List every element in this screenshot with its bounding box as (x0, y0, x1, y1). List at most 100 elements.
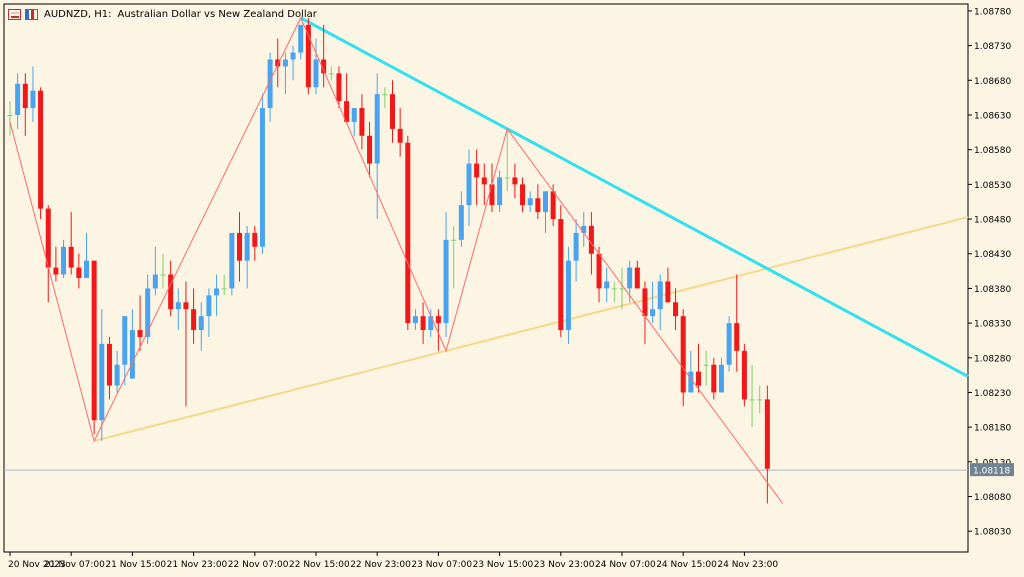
chart-settings-icon[interactable] (8, 8, 21, 20)
candle-body (703, 364, 709, 366)
candle (412, 309, 418, 331)
candle-body (520, 184, 526, 206)
candle (267, 52, 273, 122)
y-tick-label: 1.08630 (974, 111, 1011, 121)
zigzag-line (9, 16, 784, 504)
x-tick-label: 23 Nov 15:00 (473, 560, 534, 570)
candle (657, 274, 663, 331)
candle-body (160, 274, 166, 276)
plot-area (3, 3, 969, 553)
candle-body (91, 260, 97, 421)
candle (106, 336, 112, 400)
candle (137, 295, 143, 351)
candle-body (321, 59, 327, 74)
candle (229, 232, 235, 296)
candle-body (435, 316, 441, 324)
candle-body (680, 316, 686, 393)
x-tick-label: 21 Nov 07:00 (44, 560, 105, 570)
candle-body (596, 253, 602, 289)
candle (497, 170, 503, 213)
chart-type-icon[interactable] (25, 8, 38, 20)
candle (650, 281, 656, 324)
candle (114, 350, 120, 393)
candle (328, 66, 334, 81)
candle-body (451, 239, 457, 241)
candle (680, 309, 686, 407)
candle (191, 288, 197, 344)
candle-body (68, 246, 74, 268)
candle-body (7, 114, 13, 116)
candle-body (252, 232, 258, 247)
candle (221, 274, 227, 296)
current-price-tag (970, 463, 1014, 477)
x-tick-label: 23 Nov 23:00 (534, 560, 595, 570)
x-tick-label: 22 Nov 15:00 (289, 560, 350, 570)
x-tick-label: 22 Nov 07:00 (228, 560, 289, 570)
candle-body (474, 163, 480, 178)
x-tick-label: 23 Nov 07:00 (411, 560, 472, 570)
candle (84, 232, 89, 278)
candle-body (191, 309, 197, 331)
candle-body (657, 281, 663, 310)
candle-body (38, 90, 44, 209)
current-price-label: 1.08118 (973, 467, 1010, 477)
candle (244, 225, 250, 289)
candle-body (619, 288, 625, 290)
x-tick-label: 20 Nov 2023 (8, 560, 66, 570)
y-tick-label: 1.08680 (974, 77, 1011, 87)
candle (168, 260, 174, 317)
candle (76, 253, 82, 289)
candle (290, 45, 296, 81)
candle-body (466, 163, 472, 206)
candle-body (328, 73, 334, 75)
candle-body (420, 316, 426, 331)
candle-body (76, 267, 82, 278)
candle-body (718, 364, 724, 393)
candle (68, 212, 74, 275)
candle-body (305, 24, 311, 88)
candle-body (397, 128, 403, 143)
support-trendline (93, 216, 969, 442)
candle (764, 385, 770, 504)
candle (313, 38, 319, 95)
y-tick-label: 1.08780 (974, 7, 1011, 17)
y-tick-label: 1.08580 (974, 146, 1011, 156)
candle-body (53, 267, 59, 275)
candle (604, 267, 610, 303)
candle (535, 184, 541, 220)
candle (489, 163, 495, 213)
candle (757, 385, 763, 414)
candle (749, 364, 755, 428)
candle (527, 191, 533, 213)
x-tick-label: 21 Nov 23:00 (167, 560, 228, 570)
candle-body (527, 198, 533, 206)
candle-body (22, 83, 28, 109)
y-tick-label: 1.08730 (974, 42, 1011, 52)
candle-body (512, 177, 518, 185)
candle (428, 309, 434, 337)
candle (175, 288, 181, 331)
candle (344, 73, 350, 122)
candle (741, 343, 747, 407)
candle-body (374, 94, 380, 164)
candle (336, 66, 342, 109)
candle-body (336, 73, 342, 102)
candle (351, 108, 357, 136)
candle-body (749, 399, 755, 401)
candle (122, 316, 128, 386)
candle (30, 66, 36, 122)
candle (596, 246, 602, 303)
candle (711, 357, 717, 400)
candle (206, 288, 212, 337)
candle-body (573, 232, 579, 261)
candle-body (351, 108, 357, 122)
candle (619, 267, 625, 310)
candle-body (757, 399, 763, 401)
symbol-description: Australian Dollar vs New Zealand Dollar (117, 8, 317, 20)
candle-body (206, 295, 212, 317)
x-tick-label: 24 Nov 07:00 (595, 560, 656, 570)
candle-body (367, 135, 373, 164)
candle-body (504, 177, 510, 179)
